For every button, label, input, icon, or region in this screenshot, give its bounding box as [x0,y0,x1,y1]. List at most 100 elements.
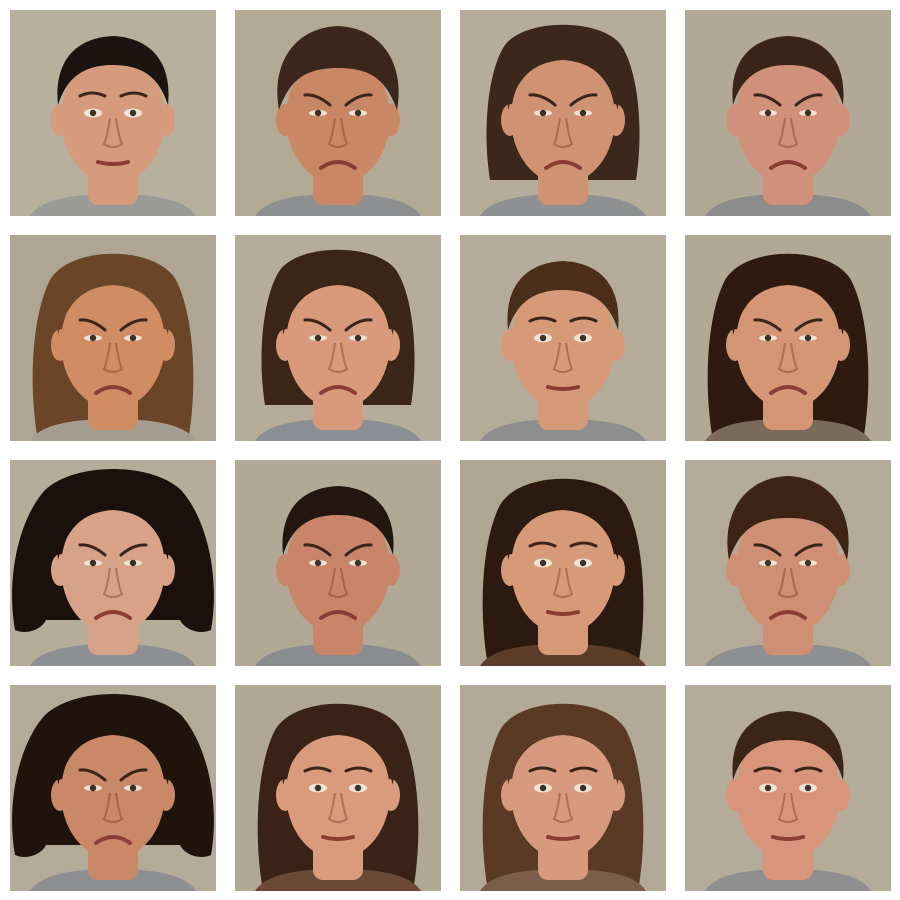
mouth [94,835,132,845]
left-pupil [539,559,547,567]
left-eyebrow [303,543,332,557]
hair-top [732,711,844,780]
hair-top [57,709,169,785]
face-photo-image [685,685,891,891]
face-photo-8 [685,235,891,441]
left-pupil [314,334,322,342]
right-eyebrow [344,318,373,332]
right-pupil [579,784,587,792]
left-eyebrow [78,91,107,98]
hair-top [277,26,399,110]
right-pupil [804,109,812,117]
left-pupil [89,334,97,342]
face [286,727,390,859]
left-pupil [89,109,97,117]
mouth [546,835,580,841]
left-eyebrow [753,93,782,107]
right-eyebrow [119,768,148,782]
face-photo-image [685,460,891,666]
right-eyebrow [344,543,373,557]
left-eyebrow [753,766,782,773]
face [61,502,165,634]
face-photo-image [460,235,666,441]
right-eyebrow [569,766,598,773]
face-photo-image [10,235,216,441]
face-photo-10 [235,460,441,666]
hair-top [507,484,619,560]
face-photo-image [10,460,216,666]
left-pupil [314,784,322,792]
nose [777,342,799,373]
face [61,277,165,409]
left-eyebrow [303,766,332,773]
nose [552,567,574,598]
face [736,52,840,184]
right-eyebrow [344,766,373,773]
left-eyebrow [303,93,332,107]
face [736,277,840,409]
face-photo-image [685,10,891,216]
nose [102,567,124,598]
right-eyebrow [794,766,823,773]
hair-top [732,36,844,105]
left-eyebrow [303,318,332,332]
face-photo-9 [10,460,216,666]
mouth [94,610,132,620]
right-eyebrow [344,93,373,107]
left-pupil [314,109,322,117]
face-photo-image [235,235,441,441]
face [286,277,390,409]
face-photo-image [10,10,216,216]
face-photo-2 [235,10,441,216]
face-photo-image [460,685,666,891]
left-eyebrow [78,768,107,782]
face-photo-4 [685,10,891,216]
face [511,277,615,409]
hair-top [282,486,394,555]
face-photo-1 [10,10,216,216]
face [511,727,615,859]
mouth [319,160,357,170]
left-eyebrow [528,93,557,107]
hair-top [507,34,619,110]
left-pupil [764,784,772,792]
right-pupil [129,334,137,342]
mouth [94,385,132,395]
right-pupil [804,559,812,567]
face [286,502,390,634]
hair-top [507,709,619,785]
hair-top [282,259,394,335]
hair-top [732,259,844,335]
right-pupil [579,334,587,342]
mouth [771,835,805,841]
mouth [769,610,807,620]
right-pupil [804,784,812,792]
left-eyebrow [753,543,782,557]
left-pupil [764,109,772,117]
mouth [546,385,580,391]
mouth [769,160,807,170]
right-pupil [579,109,587,117]
right-pupil [129,784,137,792]
face-photo-12 [685,460,891,666]
left-pupil [764,559,772,567]
mouth [769,385,807,395]
right-eyebrow [794,318,823,332]
left-pupil [89,784,97,792]
left-eyebrow [78,318,107,332]
nose [777,792,799,823]
face [511,502,615,634]
hair-top [57,259,169,335]
hair-top [282,709,394,785]
nose [327,792,349,823]
right-pupil [354,109,362,117]
face-photo-13 [10,685,216,891]
left-eyebrow [528,316,557,323]
nose [102,792,124,823]
left-eyebrow [78,543,107,557]
left-pupil [89,559,97,567]
face [61,727,165,859]
face-photo-14 [235,685,441,891]
left-pupil [764,334,772,342]
face-photo-7 [460,235,666,441]
